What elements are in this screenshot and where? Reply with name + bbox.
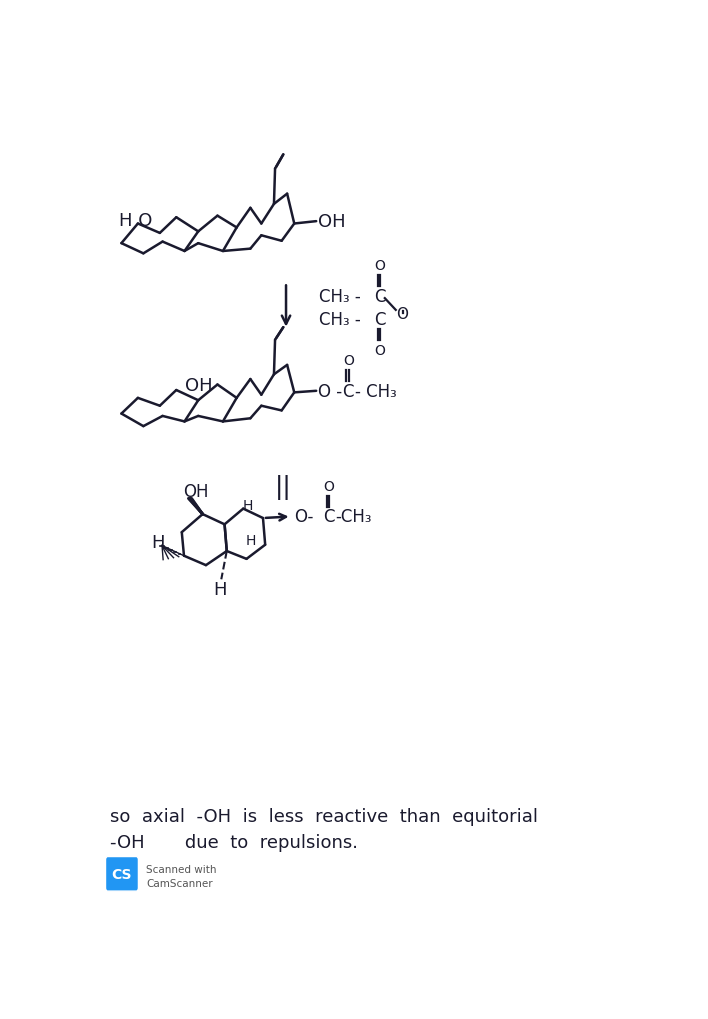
Text: - CH₃: - CH₃ bbox=[355, 382, 396, 400]
Text: H: H bbox=[152, 533, 165, 551]
Text: O: O bbox=[375, 259, 385, 273]
Text: CH₃ -: CH₃ - bbox=[319, 287, 360, 306]
Text: H: H bbox=[214, 580, 227, 598]
Text: OH: OH bbox=[318, 213, 346, 231]
Text: H O: H O bbox=[119, 211, 152, 229]
Text: O: O bbox=[396, 307, 408, 321]
Text: H: H bbox=[242, 499, 253, 513]
Text: CamScanner: CamScanner bbox=[146, 878, 212, 889]
Text: C: C bbox=[343, 382, 354, 400]
Text: ||: || bbox=[275, 475, 292, 499]
Text: OH: OH bbox=[183, 482, 209, 500]
Text: so  axial  -OH  is  less  reactive  than  equitorial: so axial -OH is less reactive than equit… bbox=[110, 808, 539, 825]
Text: CH₃ -: CH₃ - bbox=[319, 311, 360, 329]
Text: C: C bbox=[374, 287, 385, 306]
FancyBboxPatch shape bbox=[105, 857, 139, 892]
Text: O -: O - bbox=[318, 382, 342, 400]
Text: OH: OH bbox=[185, 376, 212, 394]
Text: O: O bbox=[343, 354, 354, 368]
Text: -OH       due  to  repulsions.: -OH due to repulsions. bbox=[110, 834, 358, 852]
Text: O-: O- bbox=[295, 507, 314, 526]
Text: O: O bbox=[324, 479, 334, 493]
Text: C: C bbox=[374, 311, 385, 329]
Text: C: C bbox=[323, 507, 334, 526]
Text: -CH₃: -CH₃ bbox=[335, 507, 372, 526]
Text: O: O bbox=[375, 343, 385, 358]
Text: CS: CS bbox=[112, 867, 132, 881]
Text: Scanned with: Scanned with bbox=[146, 864, 217, 874]
Text: H: H bbox=[246, 534, 256, 547]
